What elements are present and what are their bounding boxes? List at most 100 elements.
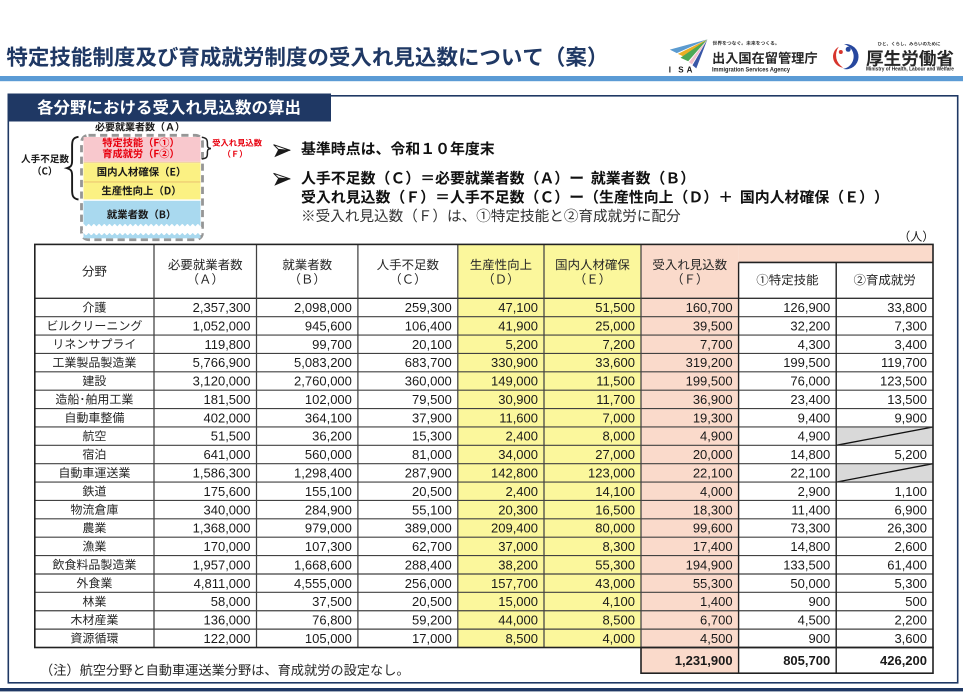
svg-text:3,400: 3,400 xyxy=(894,337,927,352)
svg-text:340,000: 340,000 xyxy=(204,502,251,517)
svg-text:122,000: 122,000 xyxy=(204,631,251,646)
svg-text:102,000: 102,000 xyxy=(305,392,352,407)
svg-text:426,200: 426,200 xyxy=(880,653,927,668)
svg-text:62,700: 62,700 xyxy=(412,539,452,554)
svg-text:79,500: 79,500 xyxy=(412,392,452,407)
svg-text:37,000: 37,000 xyxy=(498,539,538,554)
svg-text:36,900: 36,900 xyxy=(693,392,733,407)
svg-text:9,900: 9,900 xyxy=(894,410,927,425)
svg-text:3,600: 3,600 xyxy=(894,631,927,646)
svg-text:76,800: 76,800 xyxy=(312,613,352,628)
svg-text:119,800: 119,800 xyxy=(204,337,250,352)
svg-text:330,900: 330,900 xyxy=(491,355,538,370)
svg-text:683,700: 683,700 xyxy=(405,355,452,370)
svg-text:2,400: 2,400 xyxy=(505,484,538,499)
svg-text:979,000: 979,000 xyxy=(305,521,352,536)
svg-text:61,400: 61,400 xyxy=(887,557,927,572)
svg-text:44,000: 44,000 xyxy=(498,613,538,628)
svg-text:119,700: 119,700 xyxy=(881,355,927,370)
svg-text:14,800: 14,800 xyxy=(790,539,830,554)
svg-text:900: 900 xyxy=(808,631,830,646)
svg-text:20,100: 20,100 xyxy=(412,337,452,352)
svg-text:4,000: 4,000 xyxy=(602,631,635,646)
svg-text:7,000: 7,000 xyxy=(602,410,635,425)
svg-text:2,900: 2,900 xyxy=(798,484,831,499)
svg-text:38,200: 38,200 xyxy=(498,557,538,572)
svg-text:76,000: 76,000 xyxy=(790,374,830,389)
svg-text:33,600: 33,600 xyxy=(595,355,635,370)
svg-text:5,200: 5,200 xyxy=(505,337,538,352)
svg-text:1,586,300: 1,586,300 xyxy=(193,466,251,481)
svg-text:23,400: 23,400 xyxy=(790,392,830,407)
svg-text:9,400: 9,400 xyxy=(798,410,831,425)
svg-text:256,000: 256,000 xyxy=(405,576,452,591)
svg-text:22,100: 22,100 xyxy=(693,466,733,481)
svg-text:3,120,000: 3,120,000 xyxy=(193,374,251,389)
svg-text:155,100: 155,100 xyxy=(305,484,352,499)
svg-text:11,600: 11,600 xyxy=(499,410,538,425)
svg-text:364,100: 364,100 xyxy=(305,410,352,425)
svg-text:27,000: 27,000 xyxy=(595,447,635,462)
svg-text:33,800: 33,800 xyxy=(887,300,927,315)
svg-text:1,100: 1,100 xyxy=(894,484,927,499)
svg-text:402,000: 402,000 xyxy=(204,410,251,425)
svg-text:26,300: 26,300 xyxy=(887,521,927,536)
svg-text:15,300: 15,300 xyxy=(412,429,452,444)
svg-text:43,000: 43,000 xyxy=(595,576,635,591)
svg-text:8,500: 8,500 xyxy=(602,613,635,628)
svg-text:55,300: 55,300 xyxy=(693,576,733,591)
svg-text:99,700: 99,700 xyxy=(312,337,352,352)
svg-text:105,000: 105,000 xyxy=(305,631,352,646)
svg-text:5,083,200: 5,083,200 xyxy=(294,355,352,370)
svg-text:1,400: 1,400 xyxy=(700,594,733,609)
svg-text:4,555,000: 4,555,000 xyxy=(294,576,352,591)
svg-text:7,300: 7,300 xyxy=(894,319,927,334)
svg-text:20,500: 20,500 xyxy=(412,484,452,499)
svg-text:2,200: 2,200 xyxy=(894,613,927,628)
svg-text:945,600: 945,600 xyxy=(305,319,352,334)
svg-text:209,400: 209,400 xyxy=(491,521,538,536)
svg-text:1,231,900: 1,231,900 xyxy=(675,653,733,668)
svg-text:17,000: 17,000 xyxy=(412,631,452,646)
svg-text:13,500: 13,500 xyxy=(887,392,927,407)
svg-text:4,100: 4,100 xyxy=(602,594,635,609)
svg-text:ISA: ISA xyxy=(669,66,693,75)
svg-text:259,300: 259,300 xyxy=(405,300,452,315)
svg-text:5,300: 5,300 xyxy=(894,576,927,591)
svg-text:51,500: 51,500 xyxy=(595,300,635,315)
svg-text:4,900: 4,900 xyxy=(798,429,831,444)
svg-text:6,900: 6,900 xyxy=(894,502,927,517)
svg-text:4,300: 4,300 xyxy=(798,337,831,352)
svg-text:15,000: 15,000 xyxy=(498,594,538,609)
svg-text:16,500: 16,500 xyxy=(595,502,635,517)
svg-text:2,357,300: 2,357,300 xyxy=(193,300,251,315)
svg-text:149,000: 149,000 xyxy=(491,374,538,389)
svg-text:14,800: 14,800 xyxy=(790,447,830,462)
svg-text:8,000: 8,000 xyxy=(602,429,635,444)
svg-text:123,500: 123,500 xyxy=(880,374,927,389)
svg-text:50,000: 50,000 xyxy=(790,576,830,591)
svg-text:73,300: 73,300 xyxy=(790,521,830,536)
svg-text:37,500: 37,500 xyxy=(312,594,352,609)
svg-text:37,900: 37,900 xyxy=(412,410,452,425)
svg-text:2,400: 2,400 xyxy=(505,429,538,444)
svg-text:11,500: 11,500 xyxy=(596,374,635,389)
svg-text:99,600: 99,600 xyxy=(693,521,733,536)
svg-text:106,400: 106,400 xyxy=(405,319,452,334)
svg-text:Immigration Services Agency: Immigration Services Agency xyxy=(712,67,790,74)
svg-text:1,668,600: 1,668,600 xyxy=(294,557,352,572)
svg-text:126,900: 126,900 xyxy=(783,300,830,315)
svg-text:81,000: 81,000 xyxy=(412,447,452,462)
svg-text:4,900: 4,900 xyxy=(700,429,733,444)
svg-text:194,900: 194,900 xyxy=(686,557,733,572)
svg-text:34,000: 34,000 xyxy=(498,447,538,462)
svg-text:560,000: 560,000 xyxy=(305,447,352,462)
svg-text:36,200: 36,200 xyxy=(312,429,352,444)
svg-text:133,500: 133,500 xyxy=(783,557,830,572)
svg-text:641,000: 641,000 xyxy=(204,447,251,462)
svg-text:288,400: 288,400 xyxy=(405,557,452,572)
svg-text:1,052,000: 1,052,000 xyxy=(193,319,251,334)
svg-text:181,500: 181,500 xyxy=(204,392,251,407)
svg-text:8,300: 8,300 xyxy=(602,539,635,554)
svg-text:1,957,000: 1,957,000 xyxy=(193,557,251,572)
